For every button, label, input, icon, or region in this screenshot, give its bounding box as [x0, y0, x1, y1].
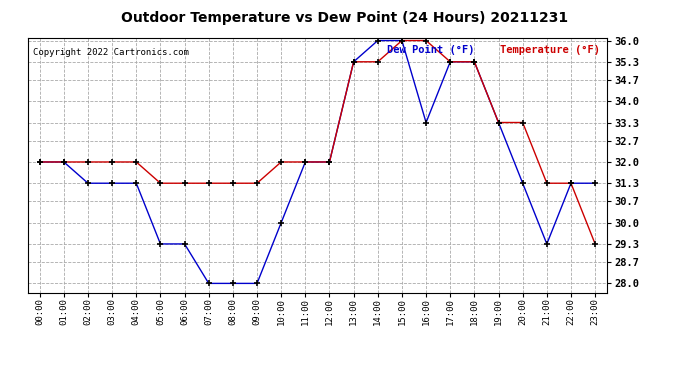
Text: Dew Point (°F): Dew Point (°F) — [387, 45, 475, 55]
Text: Outdoor Temperature vs Dew Point (24 Hours) 20211231: Outdoor Temperature vs Dew Point (24 Hou… — [121, 11, 569, 25]
Text: Copyright 2022 Cartronics.com: Copyright 2022 Cartronics.com — [33, 48, 189, 57]
Text: Temperature (°F): Temperature (°F) — [500, 45, 600, 55]
